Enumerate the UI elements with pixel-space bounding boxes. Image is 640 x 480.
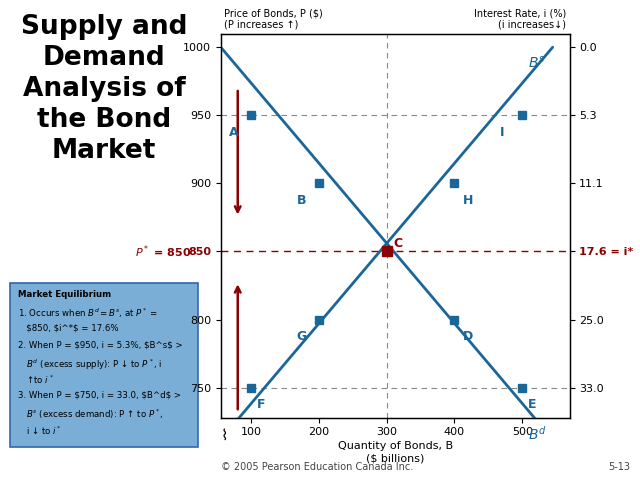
Text: F: F	[257, 398, 266, 411]
Text: B: B	[297, 194, 307, 207]
Text: 3. When P = $750, i = 33.0, $B^d$ >: 3. When P = $750, i = 33.0, $B^d$ >	[18, 391, 181, 400]
Text: $850, $i^*$ = 17.6%: $850, $i^*$ = 17.6%	[18, 324, 119, 333]
Text: C: C	[394, 237, 403, 250]
Text: $P^*$ = 850: $P^*$ = 850	[134, 243, 191, 260]
Text: 2. When P = $950, i = 5.3%, $B^s$ >: 2. When P = $950, i = 5.3%, $B^s$ >	[18, 340, 183, 349]
Text: H: H	[463, 194, 473, 207]
Text: A: A	[229, 126, 239, 139]
Text: $B^s$ (excess demand): P ↑ to $P^*$,: $B^s$ (excess demand): P ↑ to $P^*$,	[18, 408, 164, 421]
Text: $B^d$ (excess supply): P ↓ to $P^*$, i: $B^d$ (excess supply): P ↓ to $P^*$, i	[18, 357, 163, 372]
Text: E: E	[528, 398, 536, 411]
Text: Price of Bonds, P ($)
(P increases ↑): Price of Bonds, P ($) (P increases ↑)	[224, 8, 323, 30]
Text: Interest Rate, i (%)
(i increases↓): Interest Rate, i (%) (i increases↓)	[474, 8, 566, 30]
Text: $B^d$: $B^d$	[528, 424, 547, 442]
Text: © 2005 Pearson Education Canada Inc.: © 2005 Pearson Education Canada Inc.	[221, 462, 413, 472]
Text: $B^s$: $B^s$	[529, 54, 546, 71]
Text: Supply and
Demand
Analysis of
the Bond
Market: Supply and Demand Analysis of the Bond M…	[20, 14, 188, 164]
Text: I: I	[500, 126, 504, 139]
FancyBboxPatch shape	[10, 283, 198, 447]
Text: D: D	[463, 330, 473, 343]
X-axis label: Quantity of Bonds, B
($ billions): Quantity of Bonds, B ($ billions)	[338, 442, 452, 463]
Text: ⌇: ⌇	[220, 429, 228, 444]
Text: 5-13: 5-13	[609, 462, 630, 472]
Text: 1. Occurs when $B^d = B^s$, at $P^*$ =: 1. Occurs when $B^d = B^s$, at $P^*$ =	[18, 307, 158, 320]
Text: Market Equilibrium: Market Equilibrium	[18, 290, 111, 299]
Text: i ↓ to $i^*$: i ↓ to $i^*$	[18, 424, 62, 437]
Text: ↑to $i^*$: ↑to $i^*$	[18, 374, 54, 386]
Text: G: G	[297, 330, 307, 343]
